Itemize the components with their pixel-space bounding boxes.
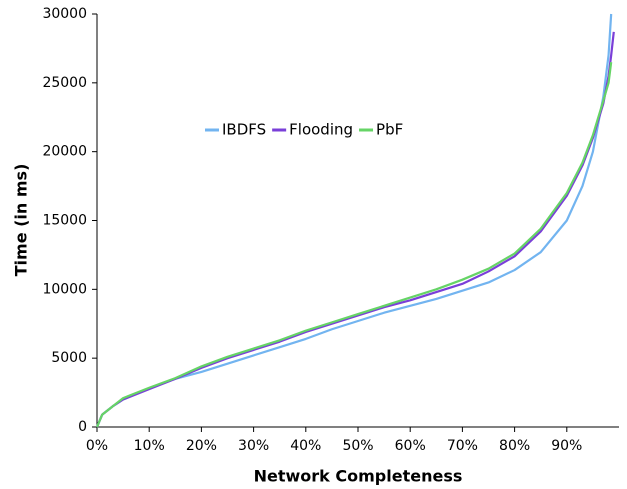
x-tick-label: 40% (290, 438, 321, 454)
y-tick-label: 0 (78, 419, 87, 435)
y-tick-label: 25000 (42, 75, 87, 91)
x-tick-label: 60% (395, 438, 426, 454)
x-tick-label: 30% (238, 438, 269, 454)
x-tick-label: 10% (134, 438, 165, 454)
y-tick-label: 20000 (42, 144, 87, 160)
y-tick-label: 15000 (42, 213, 87, 229)
x-tick-label: 20% (186, 438, 217, 454)
x-tick-label: 50% (342, 438, 373, 454)
y-tick-label: 10000 (42, 281, 87, 297)
x-tick-label: 90% (551, 438, 582, 454)
y-tick-label: 5000 (51, 350, 87, 366)
x-tick-label: 70% (447, 438, 478, 454)
x-tick-label: 80% (499, 438, 530, 454)
x-tick-label: 0% (86, 438, 108, 454)
y-tick-label: 30000 (42, 6, 87, 22)
series-line (95, 31, 615, 428)
legend-label: PbF (376, 121, 403, 139)
legend-label: IBDFS (222, 121, 266, 139)
series-line (95, 62, 613, 428)
x-axis-title: Network Completeness (254, 467, 463, 486)
legend-label: Flooding (289, 121, 353, 139)
y-axis-title: Time (in ms) (12, 164, 31, 277)
series-line (95, 13, 613, 428)
legend: IBDFS Flooding PbF (205, 121, 403, 139)
